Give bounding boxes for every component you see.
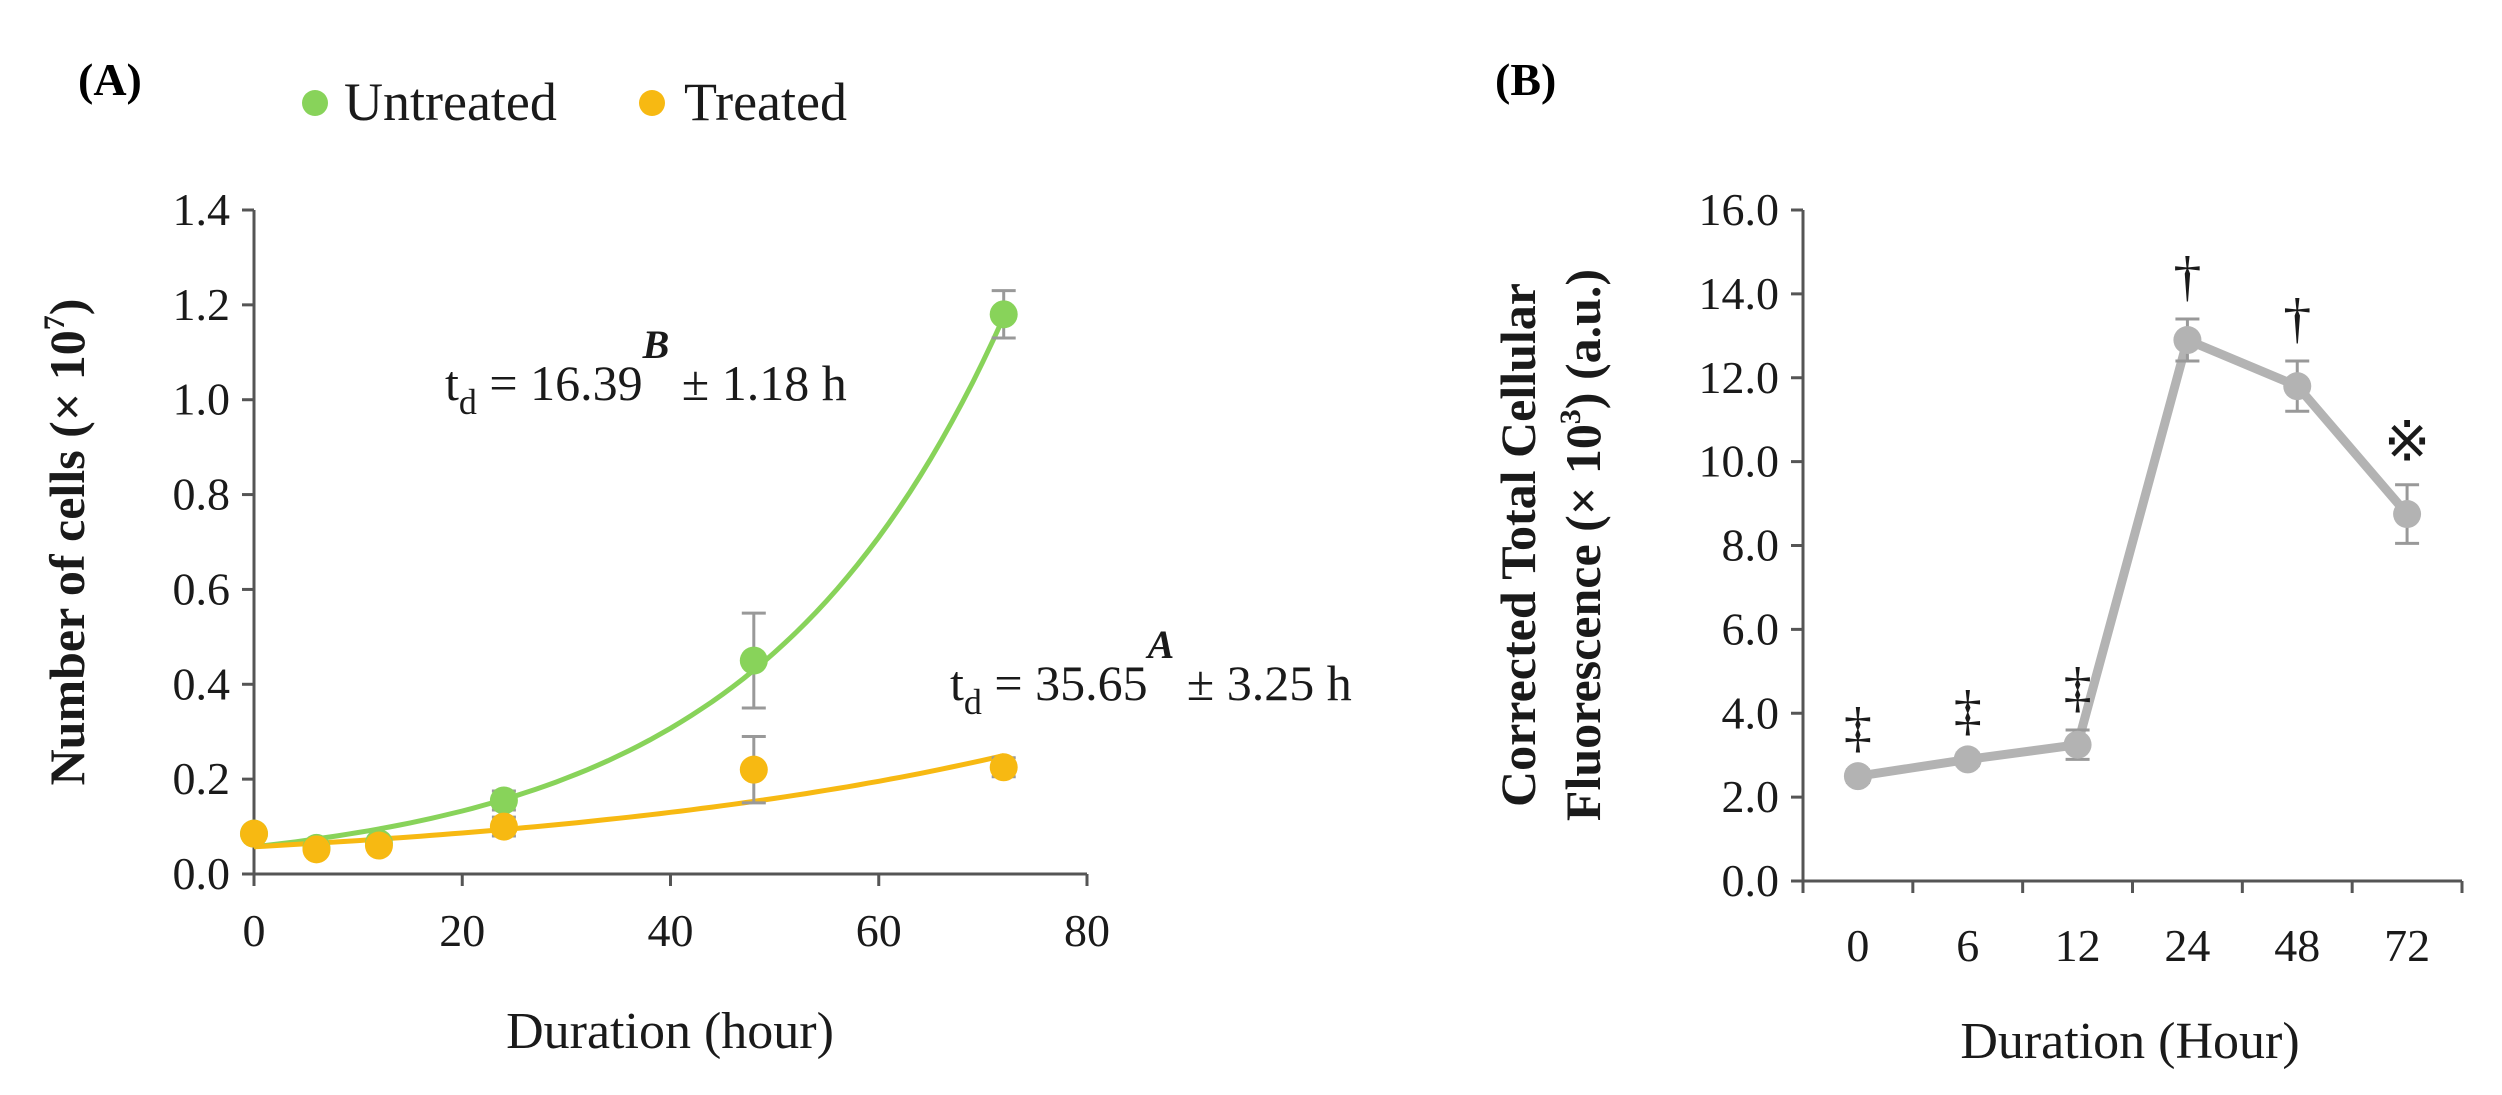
y-axis-title-a: Number of cells (× 107) bbox=[38, 299, 95, 786]
y-tick-label-a: 1.2 bbox=[173, 279, 231, 330]
x-tick-label-b: 12 bbox=[2055, 920, 2101, 971]
panel-a: (A) Untreated Treated 0.0 0.2 0.4 0.6 0.8 1.0… bbox=[38, 54, 1352, 1060]
annot-untreated-sub: d bbox=[459, 382, 477, 422]
x-tick-label-b: 0 bbox=[1846, 920, 1869, 971]
y-axis-title-a-text: Number of cells (× 10 bbox=[39, 330, 95, 785]
annot-untreated-value: = 16.39 bbox=[477, 355, 643, 411]
x-tick-label-a: 40 bbox=[648, 905, 694, 956]
significance-marker: † bbox=[2173, 246, 2201, 308]
legend-label-untreated: Untreated bbox=[344, 72, 557, 132]
y-tick-label-b: 16.0 bbox=[1699, 184, 1780, 235]
annot-treated-post: ± 3.25 h bbox=[1174, 655, 1351, 711]
y-axis-title-a-sup: 7 bbox=[38, 315, 71, 330]
data-point-b bbox=[2063, 730, 2092, 759]
data-point-untreated bbox=[989, 300, 1018, 329]
data-point-b bbox=[1843, 762, 1872, 791]
data-point-treated bbox=[240, 819, 268, 848]
y-axis-title-b-line1: Corrected Total Cellular bbox=[1490, 283, 1546, 807]
significance-marker: ※ bbox=[2384, 412, 2431, 474]
x-tick-label-a: 20 bbox=[439, 905, 485, 956]
significance-marker: † bbox=[2283, 288, 2311, 350]
y-axis-title-b-line2: Fluorescence (× 103) (a.u.) bbox=[1554, 269, 1611, 821]
x-tick-label-a: 60 bbox=[856, 905, 902, 956]
y-tick-label-a: 0.8 bbox=[173, 469, 231, 520]
data-point-treated bbox=[302, 835, 331, 864]
series-line-b bbox=[1857, 335, 2411, 781]
annot-untreated-post: ± 1.18 h bbox=[669, 355, 846, 411]
data-point-b bbox=[2283, 372, 2312, 401]
x-tick-label-b: 24 bbox=[2164, 920, 2210, 971]
legend-label-treated: Treated bbox=[684, 72, 847, 132]
annot-untreated-sup: B bbox=[642, 322, 670, 367]
y-ticks-b: 0.0 2.0 4.0 6.0 8.0 10.0 12.0 14.0 16.0 bbox=[1699, 184, 1803, 906]
x-tick-label-a: 80 bbox=[1064, 905, 1110, 956]
y-tick-label-b: 8.0 bbox=[1722, 520, 1780, 571]
x-ticks-b: 0 6 12 24 48 72 bbox=[1801, 881, 2464, 971]
series-b: ‡ ‡ ‡ † † ※ bbox=[1843, 246, 2431, 791]
y-tick-label-b: 14.0 bbox=[1699, 268, 1780, 319]
y-axis-title-b-end: ) (a.u.) bbox=[1555, 269, 1611, 409]
doubling-time-treated: td = 35.65A ± 3.25 h bbox=[950, 622, 1352, 722]
y-ticks-a: 0.0 0.2 0.4 0.6 0.8 1.0 1.2 1.4 bbox=[173, 184, 254, 899]
data-point-b bbox=[2393, 500, 2422, 529]
x-tick-label-b: 72 bbox=[2384, 920, 2430, 971]
panel-b-label: (B) bbox=[1495, 54, 1556, 105]
x-ticks-a: 0 20 40 60 80 bbox=[243, 874, 1110, 956]
y-tick-label-a: 0.4 bbox=[173, 658, 231, 709]
y-tick-label-a: 1.4 bbox=[173, 184, 231, 235]
y-tick-label-b: 2.0 bbox=[1722, 771, 1780, 822]
y-tick-label-a: 1.0 bbox=[173, 374, 231, 425]
significance-marker: ‡ bbox=[2064, 657, 2092, 719]
panel-b: (B) 0.0 2.0 4.0 6.0 8.0 10.0 12.0 14.0 16.0 0 6 12… bbox=[1490, 54, 2464, 1070]
y-tick-label-a: 0.2 bbox=[173, 753, 231, 804]
x-tick-label-b: 48 bbox=[2274, 920, 2320, 971]
annot-treated-sup: A bbox=[1145, 622, 1175, 667]
annot-treated-pre: t bbox=[950, 655, 964, 711]
data-point-b bbox=[1953, 745, 1982, 774]
data-point-b bbox=[2173, 326, 2202, 355]
y-tick-label-b: 0.0 bbox=[1722, 855, 1780, 906]
legend-a: Untreated Treated bbox=[302, 72, 847, 132]
legend-marker-treated bbox=[639, 90, 665, 116]
fit-curve-untreated bbox=[253, 315, 1006, 850]
y-axis-title-b-sup: 3 bbox=[1554, 409, 1587, 424]
data-point-untreated bbox=[489, 786, 518, 815]
significance-marker: ‡ bbox=[1954, 680, 1982, 742]
x-tick-label-b: 6 bbox=[1956, 920, 1979, 971]
y-axis-title-b-text: Fluorescence (× 10 bbox=[1555, 424, 1611, 821]
annot-treated-sub: d bbox=[964, 682, 982, 722]
data-point-treated bbox=[989, 753, 1018, 782]
data-points-a bbox=[240, 289, 1018, 864]
y-tick-label-b: 12.0 bbox=[1699, 352, 1780, 403]
x-tick-label-a: 0 bbox=[243, 905, 266, 956]
panel-a-label: (A) bbox=[78, 54, 142, 105]
x-axis-title-b: Duration (Hour) bbox=[1960, 1013, 2299, 1070]
x-axis-title-a: Duration (hour) bbox=[506, 1003, 834, 1060]
y-tick-label-a: 0.6 bbox=[173, 563, 231, 614]
data-point-treated bbox=[489, 812, 518, 841]
y-tick-label-b: 6.0 bbox=[1722, 603, 1780, 654]
y-tick-label-a: 0.0 bbox=[173, 848, 231, 899]
significance-marker: ‡ bbox=[1844, 697, 1872, 759]
y-tick-label-b: 4.0 bbox=[1722, 687, 1780, 738]
y-axis-title-a-end: ) bbox=[39, 299, 95, 316]
data-point-treated bbox=[364, 831, 393, 860]
doubling-time-untreated: td = 16.39B ± 1.18 h bbox=[445, 322, 847, 422]
annot-treated-value: = 35.65 bbox=[982, 655, 1148, 711]
data-point-treated bbox=[739, 755, 768, 784]
data-point-untreated bbox=[739, 646, 768, 675]
y-tick-label-b: 10.0 bbox=[1699, 436, 1780, 487]
annot-untreated-pre: t bbox=[445, 355, 459, 411]
legend-marker-untreated bbox=[302, 90, 328, 116]
